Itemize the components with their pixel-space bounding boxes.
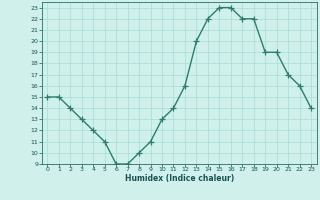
X-axis label: Humidex (Indice chaleur): Humidex (Indice chaleur): [124, 174, 234, 183]
